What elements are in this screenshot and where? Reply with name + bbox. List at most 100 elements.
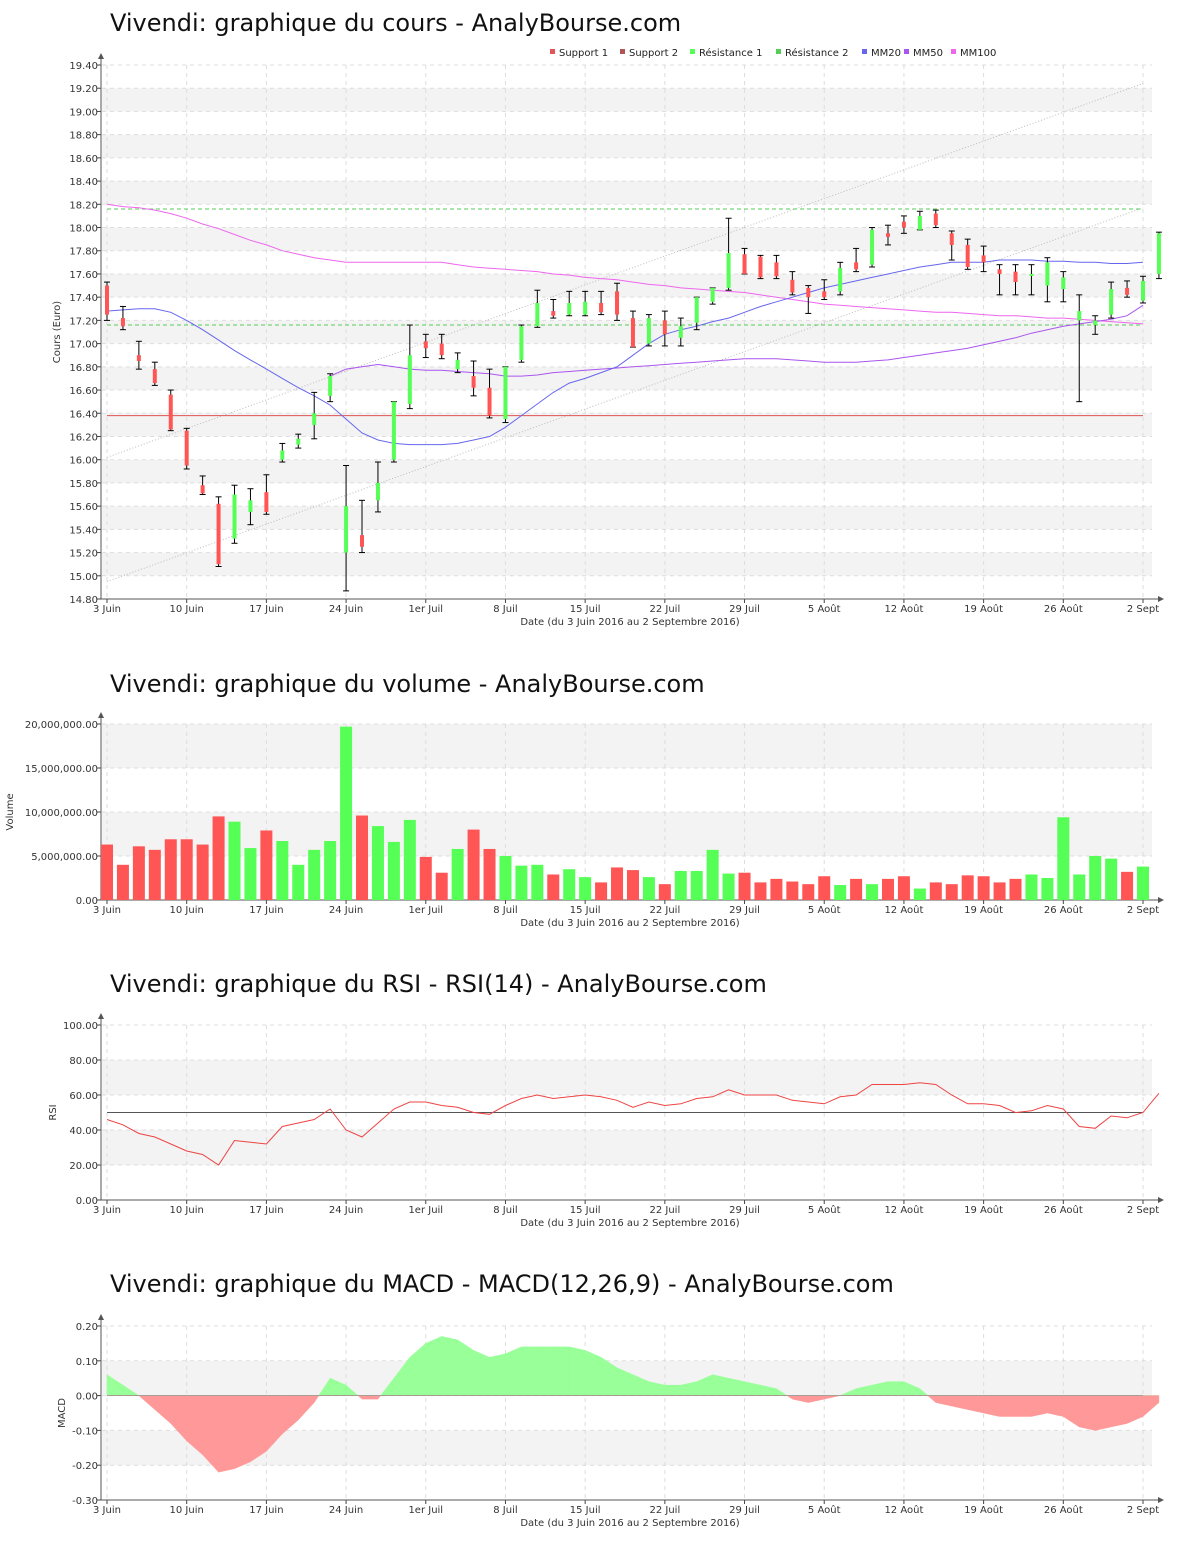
grid-band [102,320,1152,344]
price-chart: 14.80 15.00 15.20 15.40 15.60 15.80 16.00 16.20… [52,47,1164,628]
y-tick-label: 100.00 [63,1021,98,1032]
mm20-line [106,259,1144,446]
candle-body [838,268,843,292]
x-tick-label: 8 Juil [493,604,517,615]
x-tick-label: 8 Juil [493,1205,517,1216]
volume-bar [244,848,257,900]
volume-bar [547,874,560,900]
volume-chart: 0.00 5,000,000.00 10,000,000.00 15,000,000.… [5,712,1164,929]
candle-body [583,301,588,315]
candle-body [678,326,683,338]
grid-band [102,134,1152,158]
x-tick-label: 24 Juin [329,604,363,615]
legend-label: Résistance 2 [785,47,848,59]
legend-label: MM20 [871,48,901,59]
volume-bar [116,864,129,900]
y-tick-label: 20,000,000.00 [25,720,98,731]
volume-bar [531,864,544,900]
volume-bar [722,873,735,900]
volume-bar [802,884,815,900]
candle-body [1109,289,1114,315]
volume-bar [101,844,113,900]
volume-bar [276,841,289,900]
candle-body [981,255,986,263]
volume-bar [929,882,942,900]
y-tick-label: 80.00 [69,1056,98,1067]
x-tick-label: 12 Août [884,904,923,916]
candle-body [933,213,938,226]
candle-body [487,387,492,416]
volume-bar [483,848,496,900]
grid-band [102,724,1152,768]
y-tick-label: 17.00 [69,340,98,351]
volume-bar [196,844,209,900]
volume-bar [642,877,655,900]
x-tick-label: 2 Sept [1127,1205,1159,1216]
candle-body [806,287,811,298]
volume-bar [738,872,751,900]
candle-body [535,302,540,327]
candle-body [312,413,317,425]
volume-bar [292,864,305,900]
volume-bar [866,884,879,900]
y-axis-arrow [98,1314,104,1320]
candle-body [216,503,221,565]
x-tick-label: 5 Août [808,603,841,615]
x-tick-label: 17 Juin [249,905,283,916]
y-tick-label: 18.20 [69,200,98,211]
legend-swatch [550,49,555,54]
price-title: Vivendi: graphique du cours - AnalyBours… [110,9,682,37]
volume-bar [180,839,193,900]
volume-bar [977,876,990,900]
x-tick-label: 12 Août [884,1504,923,1516]
legend-label: Support 2 [629,48,678,59]
volume-bar [595,882,608,900]
y-tick-label: 15.80 [69,479,98,490]
volume-bar [1121,871,1134,900]
candle-body [120,318,125,327]
volume-bar [913,888,926,900]
x-tick-label: 3 Juin [93,1505,121,1516]
volume-bar [690,870,703,900]
y-tick-label: 15.60 [69,502,98,513]
volume-bar [786,881,799,900]
candle-body [630,318,635,348]
x-tick-label: 2 Sept [1127,604,1159,615]
candle-body [997,269,1002,274]
x-tick-label: 19 Août [964,1204,1003,1216]
x-axis-arrow [1158,897,1164,903]
rsi-chart: 0.00 20.00 40.00 60.00 80.00 100.00 3 Juin 10 J… [48,1013,1164,1229]
volume-bar [674,870,687,900]
y-axis-label: Cours (Euro) [52,301,63,364]
volume-title: Vivendi: graphique du volume - AnalyBour… [110,670,705,698]
candle-body [407,355,412,404]
y-tick-label: 0.20 [76,1322,98,1333]
y-tick-label: 17.80 [69,247,98,258]
y-tick-label: 17.20 [69,316,98,327]
volume-bar [435,872,448,900]
y-tick-label: 40.00 [69,1126,98,1137]
candle-body [917,215,922,230]
candle-body [1013,271,1018,283]
x-tick-label: 15 Juil [570,604,601,615]
x-tick-label: 29 Juil [729,604,760,615]
volume-bar [1137,866,1149,900]
candle-body [232,494,237,539]
x-tick-label: 26 Août [1044,904,1083,916]
candle-body [184,430,189,466]
y-tick-label: 19.20 [69,84,98,95]
x-tick-label: 1er Juil [408,905,443,916]
rsi-panel: Vivendi: graphique du RSI - RSI(14) - An… [0,960,1200,1240]
legend-label: Résistance 1 [699,47,762,59]
volume-bar [818,876,831,900]
candle-body [870,229,875,265]
channel-lower-line [106,207,1144,583]
x-tick-label: 24 Juin [329,905,363,916]
volume-bar [1009,878,1022,900]
y-tick-label: 19.40 [69,61,98,72]
candle-body [296,438,301,445]
y-tick-label: 15.40 [69,525,98,536]
y-tick-label: 0.00 [76,1392,98,1403]
channel-upper-line [106,83,1144,458]
candle-body [1125,287,1130,295]
